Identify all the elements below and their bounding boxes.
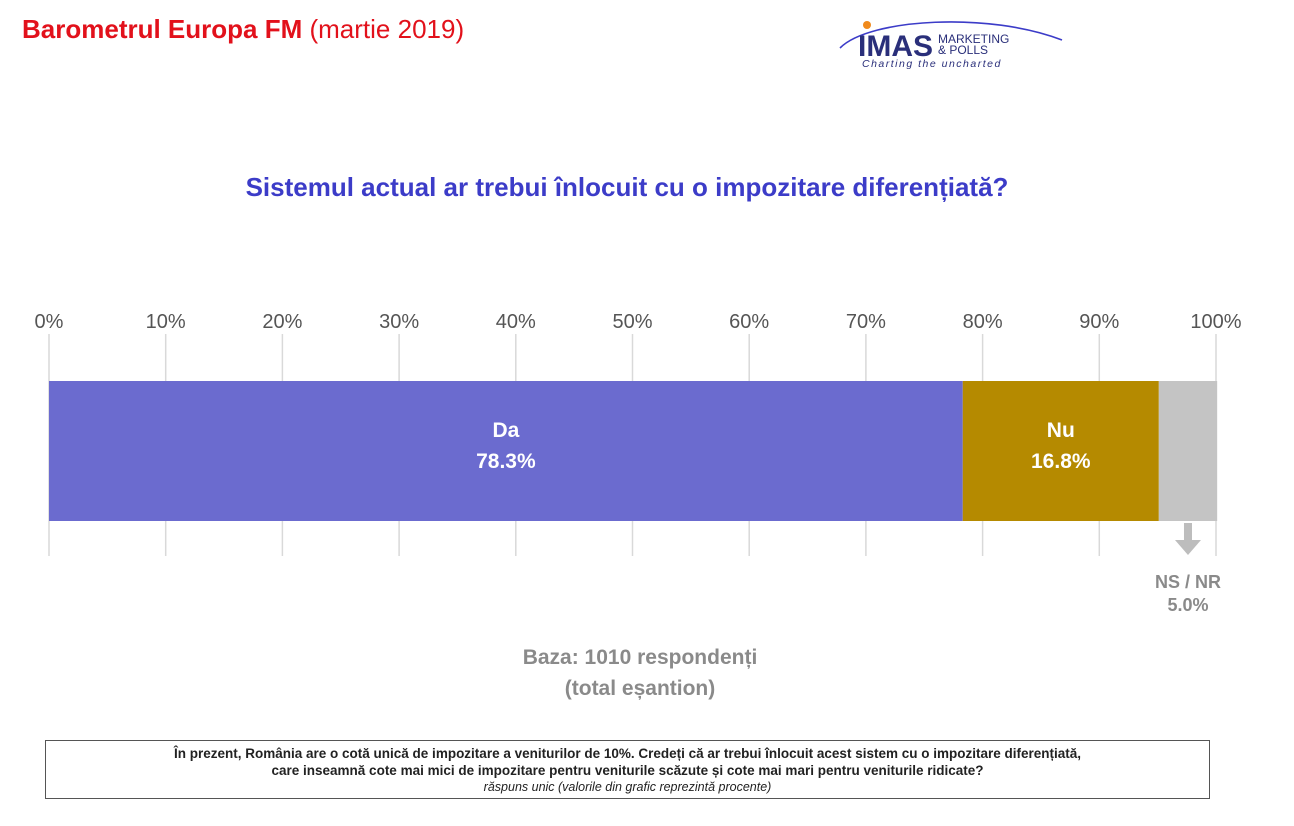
logo-tagline: Charting the uncharted bbox=[862, 58, 1002, 70]
page-title-main: Barometrul Europa FM bbox=[22, 14, 303, 44]
x-tick-label: 90% bbox=[1079, 311, 1119, 333]
sample-base-line2: (total eșantion) bbox=[564, 677, 716, 700]
logo-name: IMAS bbox=[858, 30, 933, 63]
x-tick-label: 100% bbox=[1190, 311, 1241, 333]
x-tick-label: 10% bbox=[146, 311, 186, 333]
stacked-bar-chart: 0% 10% 20% 30% 40% 50% 60% 70% 80% 90% 100% Da 78.3%… bbox=[35, 311, 1242, 615]
page-title: Barometrul Europa FM (martie 2019) bbox=[22, 14, 464, 45]
bar-segment-nu bbox=[962, 381, 1159, 521]
callout-name-label: NS / NR bbox=[1155, 572, 1221, 592]
logo-swoosh bbox=[839, 21, 1063, 49]
logo-line1: MARKETING bbox=[938, 32, 1009, 46]
bar-segment-da bbox=[49, 381, 963, 521]
segment-name-label: Da bbox=[492, 419, 519, 442]
segment-value-label: 78.3% bbox=[476, 450, 536, 473]
segment-value-label: 16.8% bbox=[1031, 450, 1091, 473]
bar-segment-ns-nr bbox=[1158, 381, 1218, 521]
segment-name-label: Nu bbox=[1047, 419, 1075, 442]
logo-dot bbox=[863, 21, 871, 29]
chart-question-title: Sistemul actual ar trebui înlocuit cu o … bbox=[245, 172, 1009, 202]
x-tick-label: 20% bbox=[262, 311, 302, 333]
x-tick-label: 0% bbox=[35, 311, 64, 333]
page-title-date: (martie 2019) bbox=[309, 14, 465, 44]
x-tick-label: 70% bbox=[846, 311, 886, 333]
footnote-line1: În prezent, România are o cotă unică de … bbox=[174, 746, 1081, 761]
callout-arrow-shaft bbox=[1183, 523, 1192, 540]
imas-logo: IMAS MARKETING & POLLS Charting the unch… bbox=[839, 21, 1063, 70]
callout-value-label: 5.0% bbox=[1167, 595, 1208, 615]
sample-base-note: Baza: 1010 respondenți (total eșantion) bbox=[0, 642, 1280, 704]
question-footnote: În prezent, România are o cotă unică de … bbox=[45, 740, 1210, 799]
callout-arrow-head bbox=[1174, 540, 1201, 555]
logo-line2: & POLLS bbox=[938, 43, 988, 57]
x-tick-label: 40% bbox=[496, 311, 536, 333]
x-tick-label: 60% bbox=[729, 311, 769, 333]
x-tick-label: 80% bbox=[963, 311, 1003, 333]
x-tick-label: 50% bbox=[612, 311, 652, 333]
footnote-line2: care inseamnă cote mai mici de impozitar… bbox=[271, 763, 984, 778]
footnote-note: răspuns unic (valorile din grafic reprez… bbox=[483, 780, 772, 794]
sample-base-line1: Baza: 1010 respondenți bbox=[522, 646, 758, 669]
x-tick-label: 30% bbox=[379, 311, 419, 333]
